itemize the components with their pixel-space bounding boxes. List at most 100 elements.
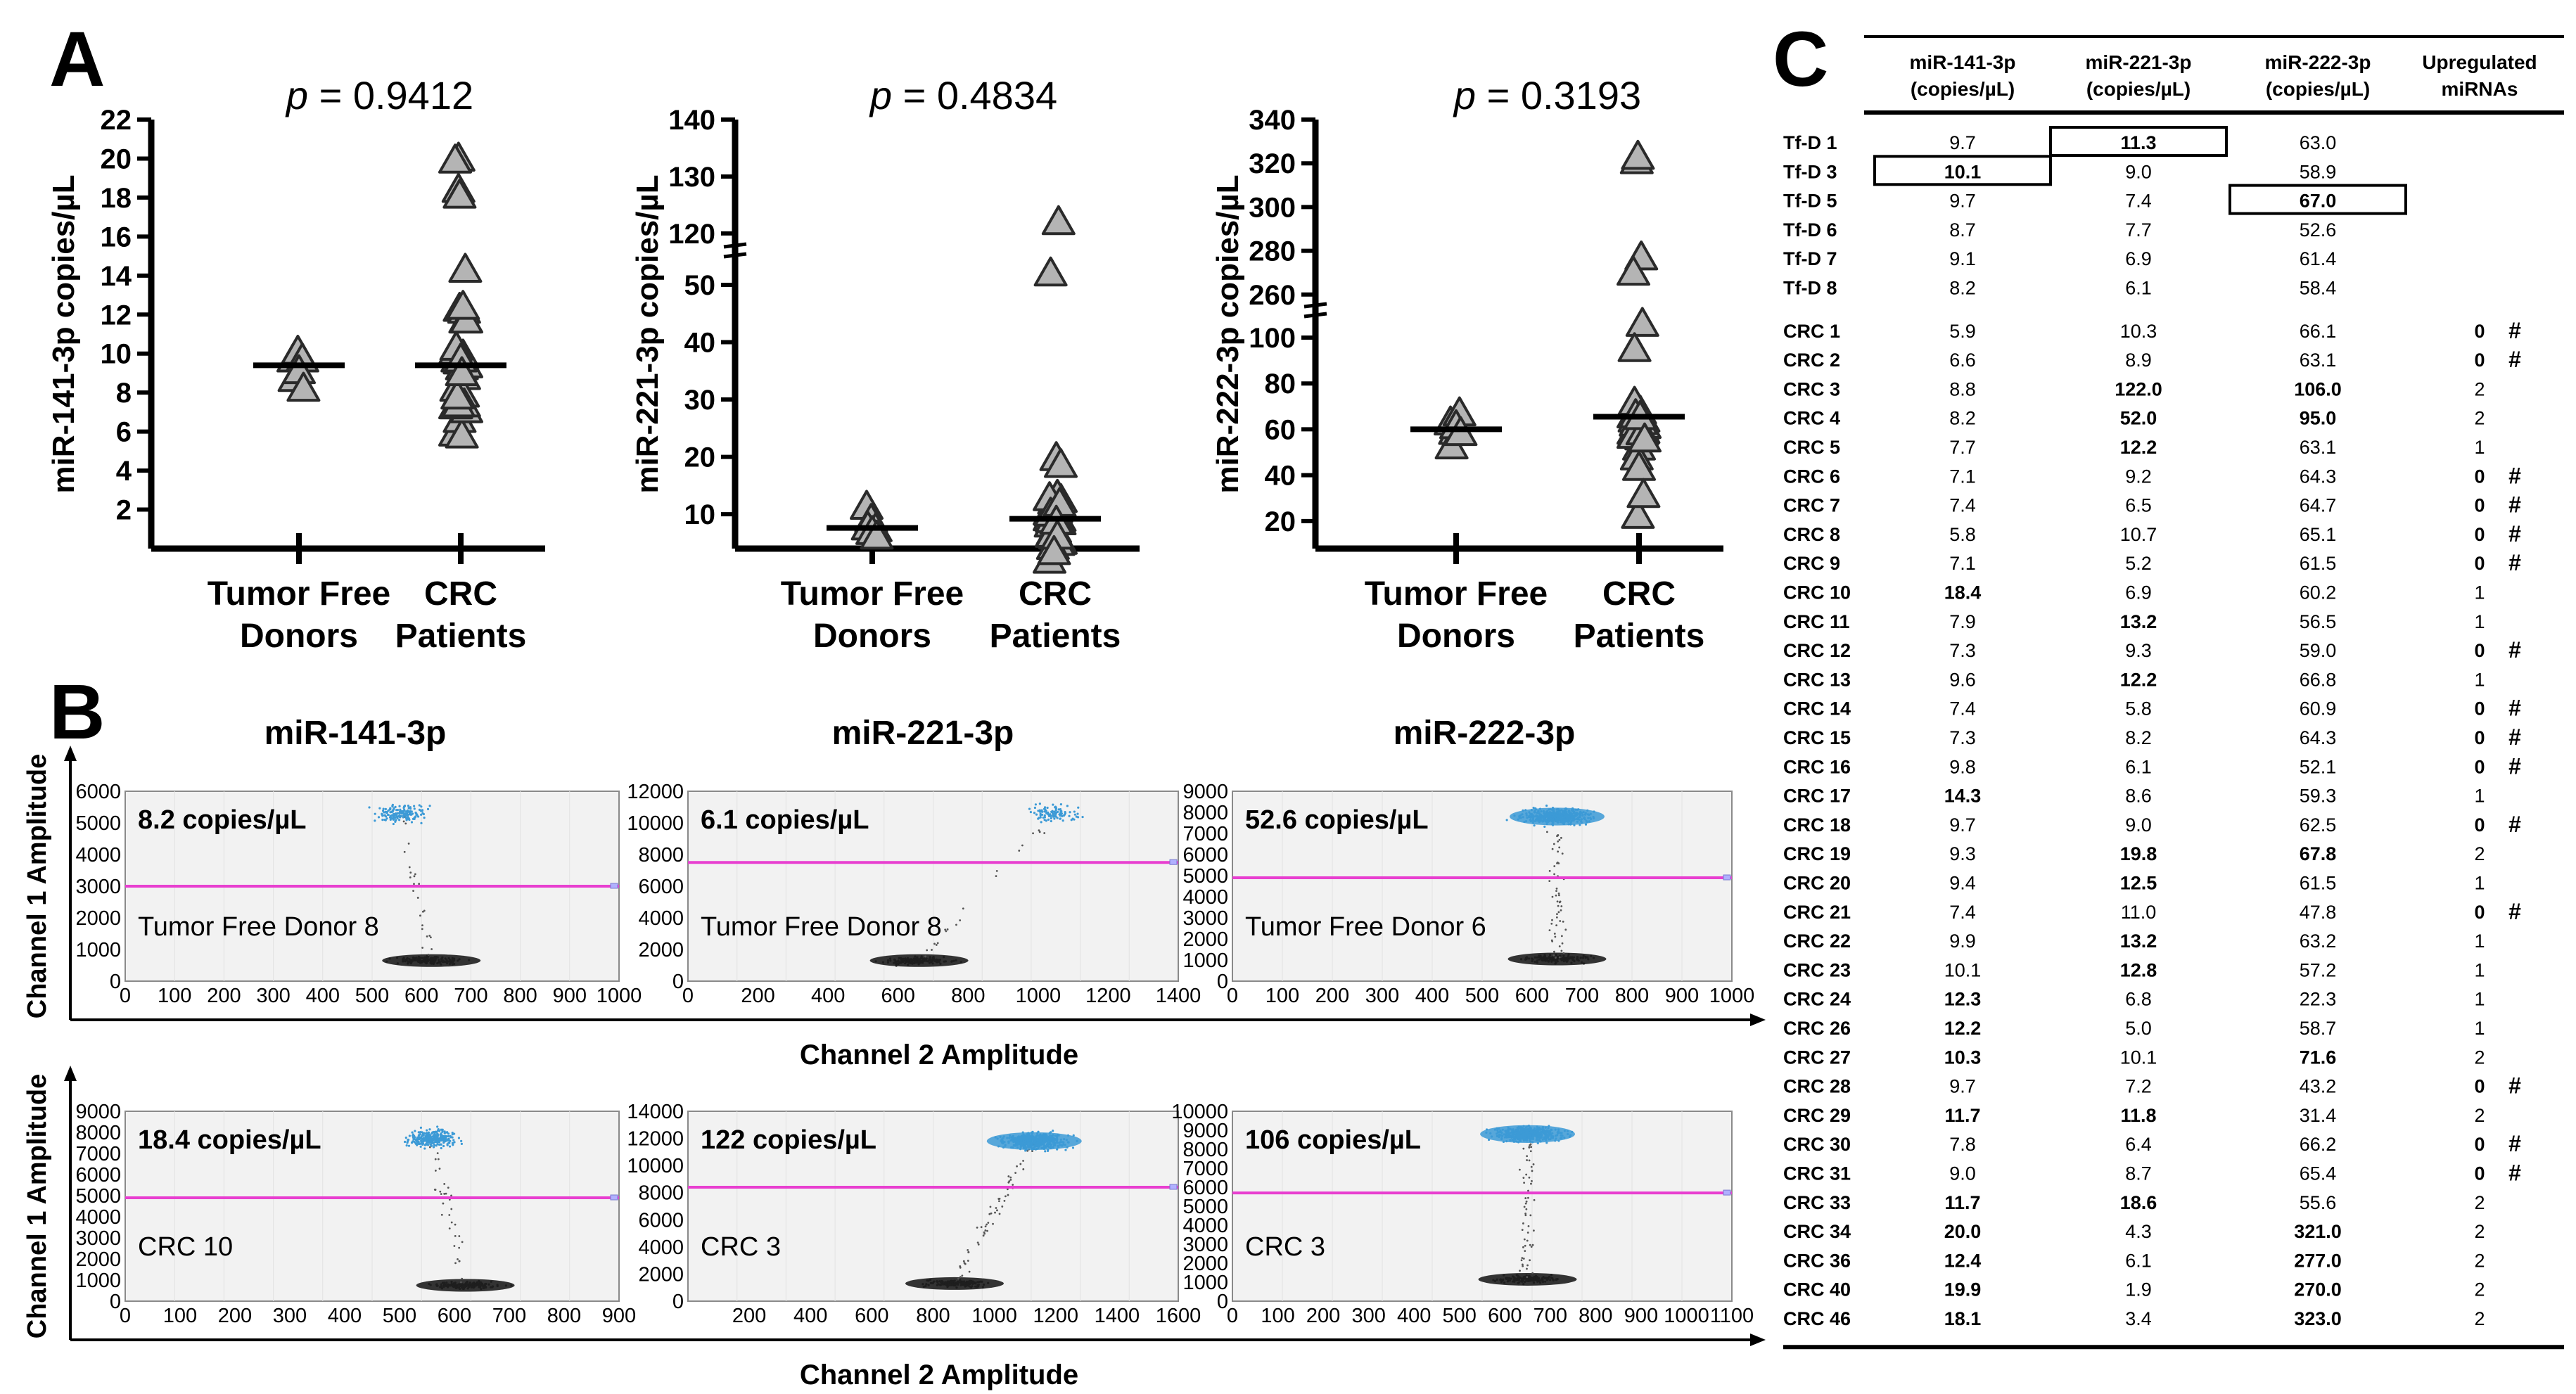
sample-label: CRC 10 [138, 1232, 233, 1262]
positive-droplet [398, 819, 401, 821]
table-cell: 6.5 [2125, 495, 2152, 516]
positive-droplet [1513, 814, 1516, 817]
positive-droplet [1545, 804, 1548, 807]
positive-droplet [1579, 812, 1582, 814]
table-cell: 60.9 [2300, 698, 2337, 720]
row-label: CRC 6 [1783, 466, 1840, 487]
row-label: CRC 2 [1783, 350, 1840, 371]
negative-droplet [443, 1281, 446, 1284]
rain-droplet [1557, 850, 1560, 853]
y-tick-label: 120 [668, 219, 715, 250]
hash-marker: # [2508, 753, 2521, 779]
positive-droplet [1056, 1142, 1059, 1144]
positive-droplet [1533, 824, 1536, 827]
upregulated-count: 2 [2474, 1221, 2485, 1242]
negative-droplet [1536, 956, 1538, 959]
negative-droplet [467, 1286, 471, 1289]
rain-droplet [1557, 840, 1560, 843]
negative-droplet [936, 1284, 938, 1286]
negative-droplet [898, 960, 900, 964]
y-tick-label: 4000 [75, 1206, 121, 1229]
copies-label: 52.6 copies/µL [1245, 805, 1429, 835]
rain-droplet [421, 924, 423, 926]
negative-droplet [1514, 1278, 1517, 1281]
positive-droplet [1557, 807, 1560, 811]
rain-droplet [1551, 940, 1554, 942]
rain-droplet [1532, 1229, 1535, 1232]
copies-label: 8.2 copies/µL [138, 805, 306, 835]
negative-droplet [424, 957, 427, 959]
negative-droplet [957, 1281, 960, 1284]
positive-droplet [1567, 813, 1571, 816]
positive-droplet [1059, 814, 1061, 817]
positive-droplet [1545, 1142, 1548, 1144]
y-tick-label: 5000 [75, 1185, 121, 1208]
positive-droplet [1545, 813, 1548, 816]
negative-droplet [402, 957, 405, 959]
row-label: CRC 17 [1783, 786, 1851, 807]
positive-droplet [1042, 1133, 1045, 1136]
negative-droplet [444, 1284, 447, 1287]
positive-droplet [451, 1136, 454, 1139]
negative-droplet [941, 1283, 945, 1286]
negative-droplet [959, 1284, 962, 1287]
positive-droplet [404, 817, 407, 819]
positive-droplet [1046, 1139, 1049, 1142]
y-tick-label: 5000 [1182, 865, 1228, 888]
negative-droplet [459, 1287, 461, 1291]
column-title: miR-141-3p [264, 715, 447, 752]
rain-droplet [1523, 1182, 1526, 1184]
positive-droplet [1496, 1134, 1498, 1137]
table-row: CRC 8 5.8 10.7 65.1 0 # [1783, 521, 2521, 546]
table-cell: 62.5 [2300, 814, 2337, 836]
rain-droplet [986, 1229, 988, 1232]
positive-droplet [1073, 810, 1076, 813]
rain-droplet [436, 1152, 439, 1155]
negative-droplet [928, 961, 931, 964]
rain-droplet [1527, 1225, 1530, 1227]
positive-droplet [395, 812, 397, 815]
table-cell: 5.8 [2125, 698, 2152, 720]
table-cell: 61.5 [2300, 553, 2337, 574]
rain-droplet [1519, 1168, 1521, 1171]
hash-marker: # [2508, 637, 2521, 663]
negative-droplet [914, 955, 917, 958]
table-row: CRC 13 9.6 12.2 66.8 1 [1783, 669, 2485, 690]
table-cell: 12.8 [2120, 959, 2157, 980]
x-tick-label: 700 [1534, 1305, 1567, 1327]
negative-droplet [936, 1281, 939, 1284]
negative-droplet [1549, 1279, 1552, 1281]
y-tick-label: 9000 [1182, 781, 1228, 803]
positive-droplet [390, 817, 393, 819]
column-title: miR-221-3p [832, 715, 1014, 752]
rain-droplet [1014, 1172, 1017, 1174]
positive-droplet [1526, 1132, 1529, 1135]
positive-droplet [1534, 815, 1537, 818]
x-tick-label: 400 [306, 985, 340, 1007]
positive-droplet [1588, 820, 1590, 823]
x-tick-label: 200 [1306, 1305, 1340, 1327]
rain-droplet [1532, 1163, 1535, 1165]
negative-droplet [1517, 1274, 1519, 1277]
rain-droplet [1527, 1189, 1529, 1192]
table-row: Tf-D 1 9.7 11.3 63.0 [1783, 126, 2336, 157]
positive-droplet [1507, 1132, 1510, 1134]
y-tick-label: 3000 [1182, 1234, 1228, 1256]
row-label: CRC 34 [1783, 1221, 1851, 1242]
positive-droplet [1547, 1127, 1550, 1130]
positive-droplet [1542, 1128, 1545, 1131]
rain-droplet [1531, 1272, 1534, 1274]
rain-droplet [1553, 933, 1556, 935]
rain-droplet [935, 944, 938, 946]
table-cell: 4.3 [2125, 1221, 2152, 1242]
positive-droplet [457, 1137, 461, 1139]
rain-droplet [988, 1213, 991, 1215]
positive-droplet [1061, 1144, 1064, 1147]
positive-droplet [387, 813, 390, 817]
y-tick-label: 10 [684, 499, 716, 530]
negative-droplet [432, 961, 435, 964]
positive-droplet [433, 1130, 435, 1134]
negative-droplet [1535, 1277, 1538, 1279]
negative-droplet [897, 962, 900, 966]
table-cell: 71.6 [2300, 1047, 2337, 1068]
